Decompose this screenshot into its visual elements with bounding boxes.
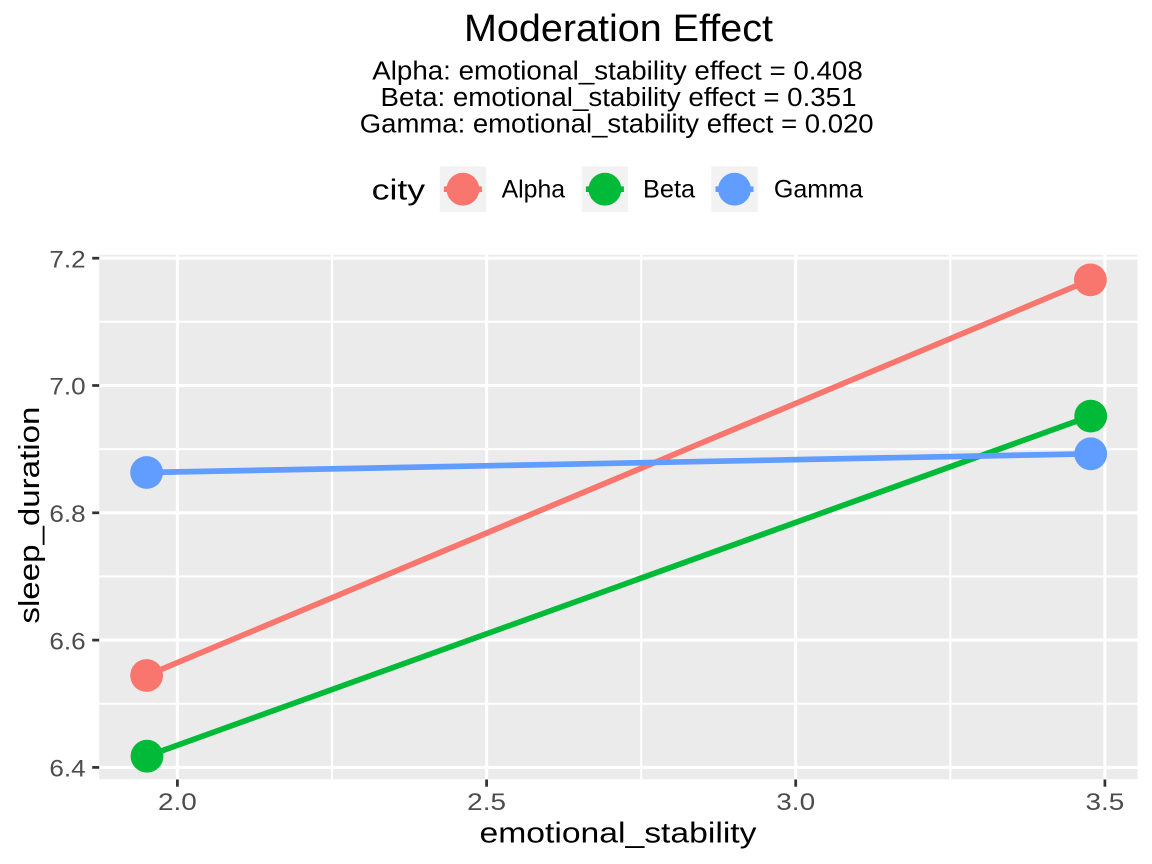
svg-text:2.0: 2.0: [158, 789, 197, 816]
svg-text:Alpha: Alpha: [502, 177, 566, 204]
svg-text:7.0: 7.0: [49, 374, 85, 401]
svg-text:Gamma: emotional_stability eff: Gamma: emotional_stability effect = 0.02…: [360, 110, 874, 138]
svg-text:7.2: 7.2: [49, 246, 85, 273]
svg-text:Gamma: Gamma: [774, 177, 863, 204]
svg-text:Beta: Beta: [643, 177, 695, 204]
svg-text:2.5: 2.5: [467, 789, 506, 816]
svg-text:Moderation Effect: Moderation Effect: [464, 8, 773, 50]
svg-text:6.4: 6.4: [49, 756, 85, 783]
svg-text:6.6: 6.6: [49, 628, 85, 655]
svg-text:3.0: 3.0: [776, 789, 815, 816]
svg-text:6.8: 6.8: [49, 501, 85, 528]
svg-text:city: city: [372, 174, 426, 206]
svg-text:Alpha: emotional_stability eff: Alpha: emotional_stability effect = 0.40…: [372, 58, 863, 86]
svg-text:Beta: emotional_stability effe: Beta: emotional_stability effect = 0.351: [381, 84, 857, 112]
svg-text:3.5: 3.5: [1086, 789, 1125, 816]
svg-text:emotional_stability: emotional_stability: [480, 817, 758, 849]
svg-text:sleep_duration: sleep_duration: [14, 407, 46, 624]
